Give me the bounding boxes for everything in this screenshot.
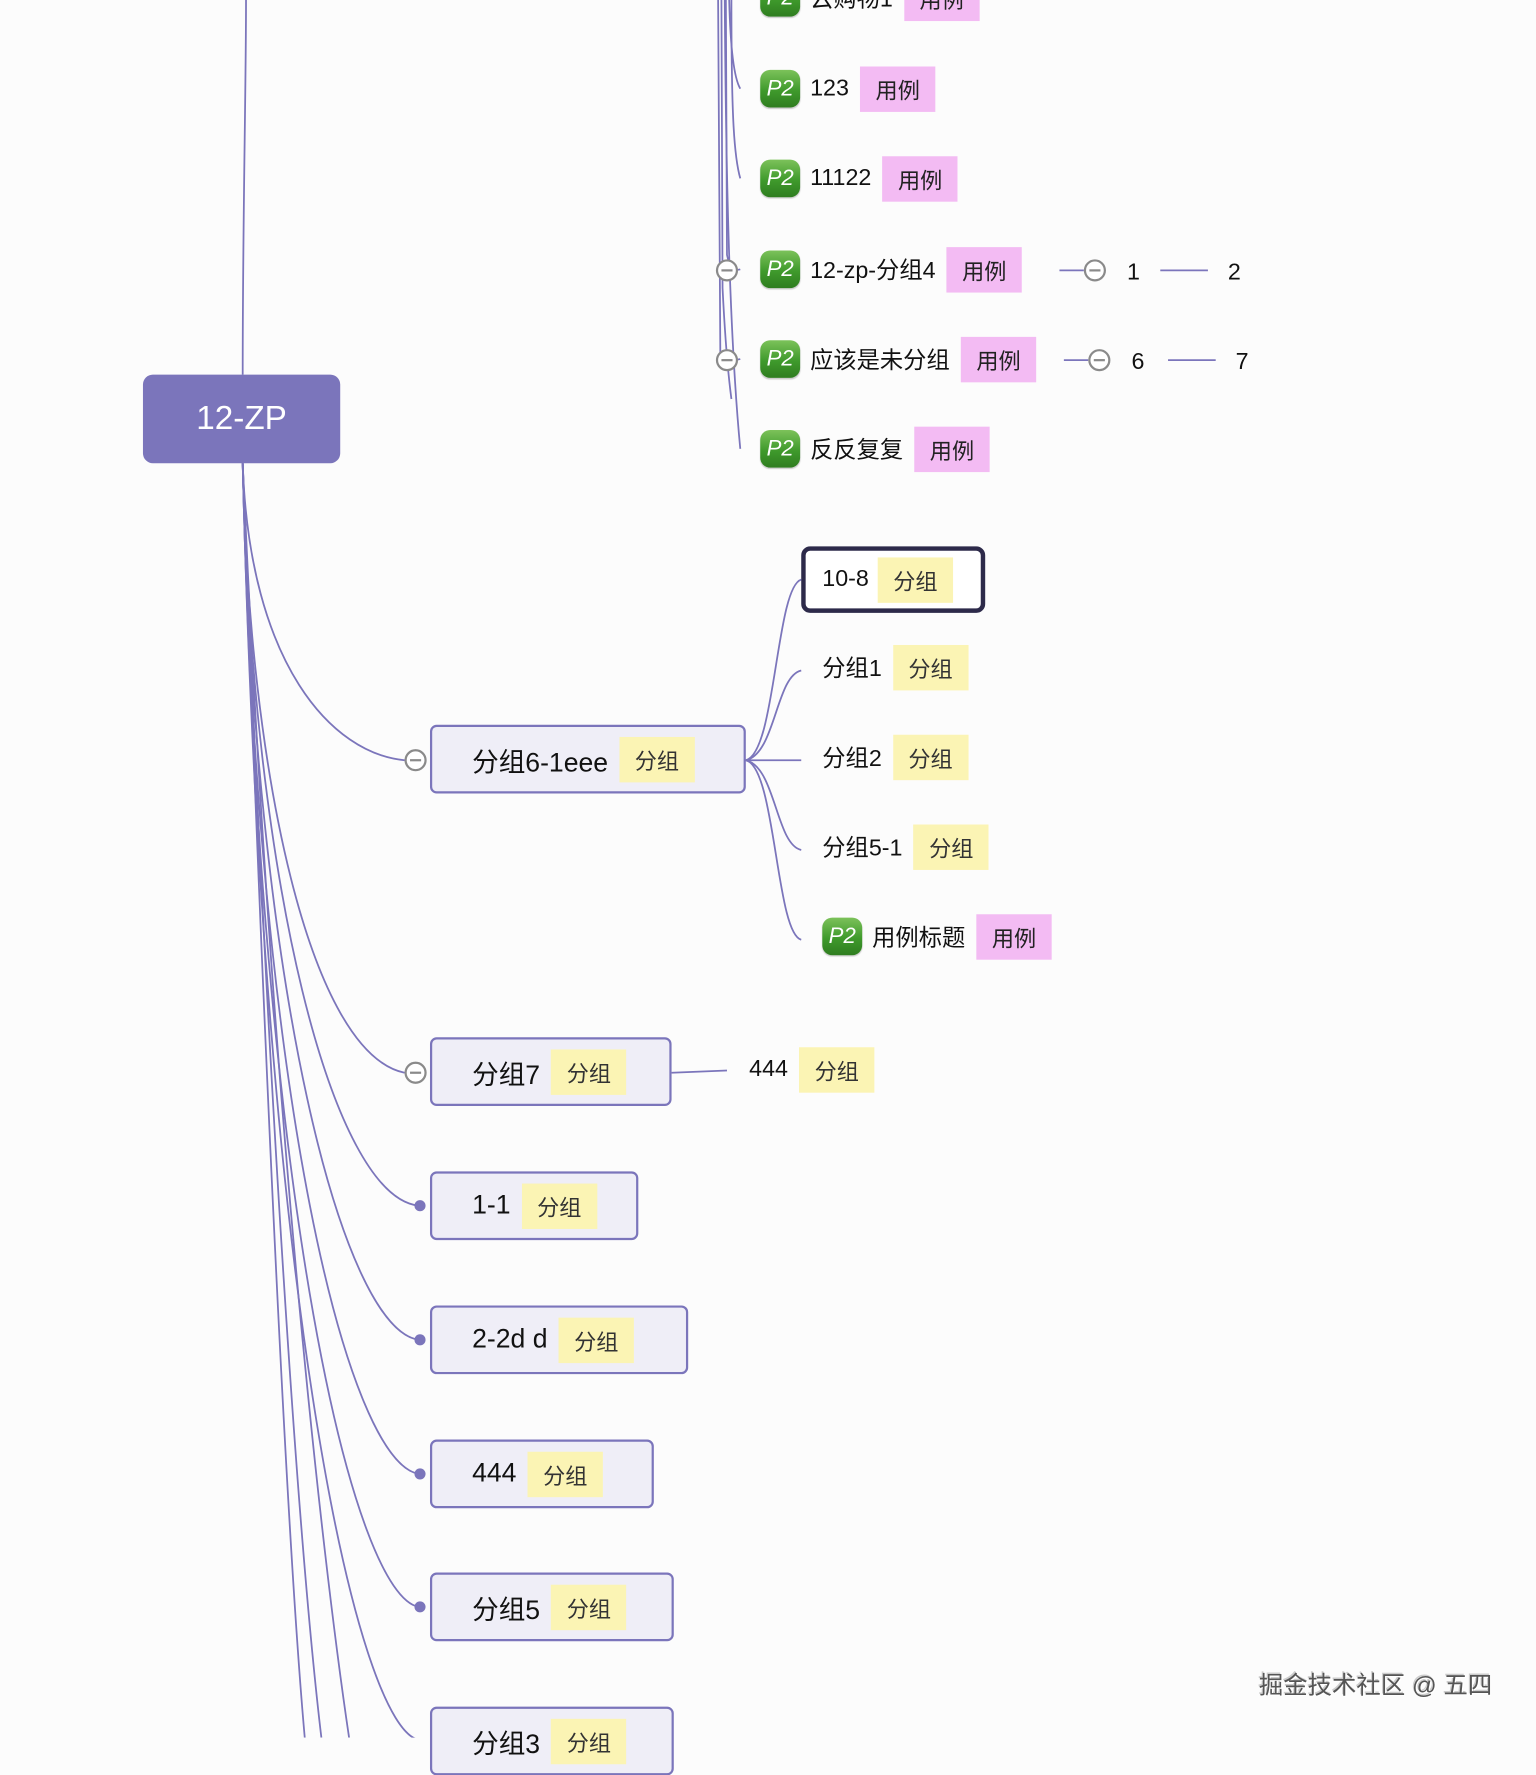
priority-badge-icon: P2 [822,917,863,956]
case-item[interactable]: P2 反反复复 用例 [760,426,990,472]
group-title: 10-8 [822,566,869,592]
case-item[interactable]: P2 应该是未分组 用例 [760,336,1037,382]
child-node[interactable]: 2 [1227,259,1241,285]
collapse-icon[interactable] [715,349,739,372]
case-tag: 用例 [976,913,1052,960]
group-title: 分组3 [472,1729,541,1760]
collapse-icon[interactable] [404,749,427,772]
connector-dot-icon [414,1468,426,1480]
group-node[interactable]: 分组6-1eee 分组 [429,724,746,794]
priority-badge-icon: P2 [760,250,801,289]
connector-dot-icon [414,1334,426,1346]
subgroup-node[interactable]: 444 分组 [749,1046,875,1093]
case-tag: 用例 [960,336,1037,382]
child-node[interactable]: 6 [1131,349,1145,375]
group-title: 2-2d d [472,1324,548,1355]
case-title: 云购物1 [810,0,893,14]
group-title: 1-1 [472,1190,511,1221]
subgroup-node[interactable]: 分组5-1 分组 [822,823,989,870]
group-tag: 分组 [551,1584,627,1630]
case-title: 123 [810,75,849,101]
group-tag: 分组 [558,1317,634,1363]
case-item[interactable]: P2 云购物1 用例 [760,0,980,21]
priority-badge-icon: P2 [760,159,801,198]
case-title: 用例标题 [872,925,966,951]
group-title: 444 [749,1056,788,1082]
group-tag: 分组 [913,823,989,870]
subgroup-node[interactable]: 分组2 分组 [822,734,969,780]
connector-dot-icon [414,1601,426,1613]
group-node[interactable]: 1-1 分组 [429,1171,639,1241]
group-title: 分组1 [822,656,882,682]
connector-dot-icon [414,1200,426,1212]
group-node[interactable]: 2-2d d 分组 [429,1305,689,1375]
subgroup-node[interactable]: 分组1 分组 [822,644,969,690]
branch-lines [241,0,1216,1738]
case-tag: 用例 [860,65,936,112]
group-tag: 分组 [877,556,954,603]
case-tag: 用例 [914,426,990,472]
case-title: 反反复复 [810,437,904,464]
collapse-icon[interactable] [715,259,739,282]
case-title: 12-zp-分组4 [810,258,936,284]
group-tag: 分组 [619,736,695,782]
case-title: 11122 [810,165,872,191]
child-node[interactable]: 7 [1235,349,1249,375]
group-node[interactable]: 分组3 分组 [429,1706,674,1775]
group-tag: 分组 [892,644,969,690]
case-tag: 用例 [903,0,980,21]
group-tag: 分组 [551,1718,627,1764]
group-tag: 分组 [799,1046,875,1093]
case-title: 应该是未分组 [810,347,950,374]
collapse-icon[interactable] [404,1061,427,1084]
group-node[interactable]: 分组7 分组 [429,1037,672,1106]
group-tag: 分组 [551,1048,627,1095]
case-tag: 用例 [882,155,958,202]
group-title: 分组7 [472,1059,541,1090]
priority-badge-icon: P2 [760,0,801,17]
watermark: 掘金技术社区 @ 五四 [1258,1671,1493,1699]
case-item[interactable]: P2 用例标题 用例 [822,913,1052,960]
group-node[interactable]: 分组5 分组 [429,1572,674,1642]
selected-group-node[interactable]: 10-8 分组 [801,546,986,613]
child-node[interactable]: 1 [1127,259,1140,285]
group-tag: 分组 [521,1183,597,1229]
priority-badge-icon: P2 [760,69,801,108]
root-title: 12-ZP [196,400,287,437]
case-tag: 用例 [946,246,1022,293]
collapse-icon[interactable] [1088,349,1111,372]
case-item[interactable]: P2 123 用例 [760,65,936,112]
group-title: 分组6-1eee [472,747,609,778]
group-tag: 分组 [527,1451,603,1497]
case-item[interactable]: P2 12-zp-分组4 用例 [760,246,1022,293]
case-item[interactable]: P2 11122 用例 [760,155,958,202]
root-topic[interactable]: 12-ZP [142,374,341,464]
priority-badge-icon: P2 [760,429,801,468]
collapse-icon[interactable] [1083,259,1106,282]
priority-badge-icon: P2 [760,340,801,378]
group-title: 444 [472,1458,517,1489]
group-title: 分组5-1 [822,835,903,862]
group-tag: 分组 [892,734,969,780]
group-title: 分组2 [822,745,882,772]
group-node[interactable]: 444 分组 [429,1439,654,1509]
group-title: 分组5 [472,1595,541,1626]
